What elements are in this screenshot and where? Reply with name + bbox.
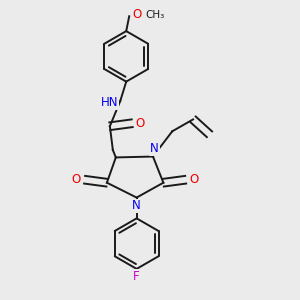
Text: O: O	[132, 8, 141, 21]
Text: F: F	[133, 270, 140, 283]
Text: HN: HN	[101, 96, 118, 109]
Text: N: N	[150, 142, 159, 155]
Text: N: N	[132, 200, 141, 212]
Text: O: O	[189, 172, 199, 186]
Text: O: O	[135, 117, 144, 130]
Text: O: O	[72, 172, 81, 186]
Text: CH₃: CH₃	[146, 10, 165, 20]
